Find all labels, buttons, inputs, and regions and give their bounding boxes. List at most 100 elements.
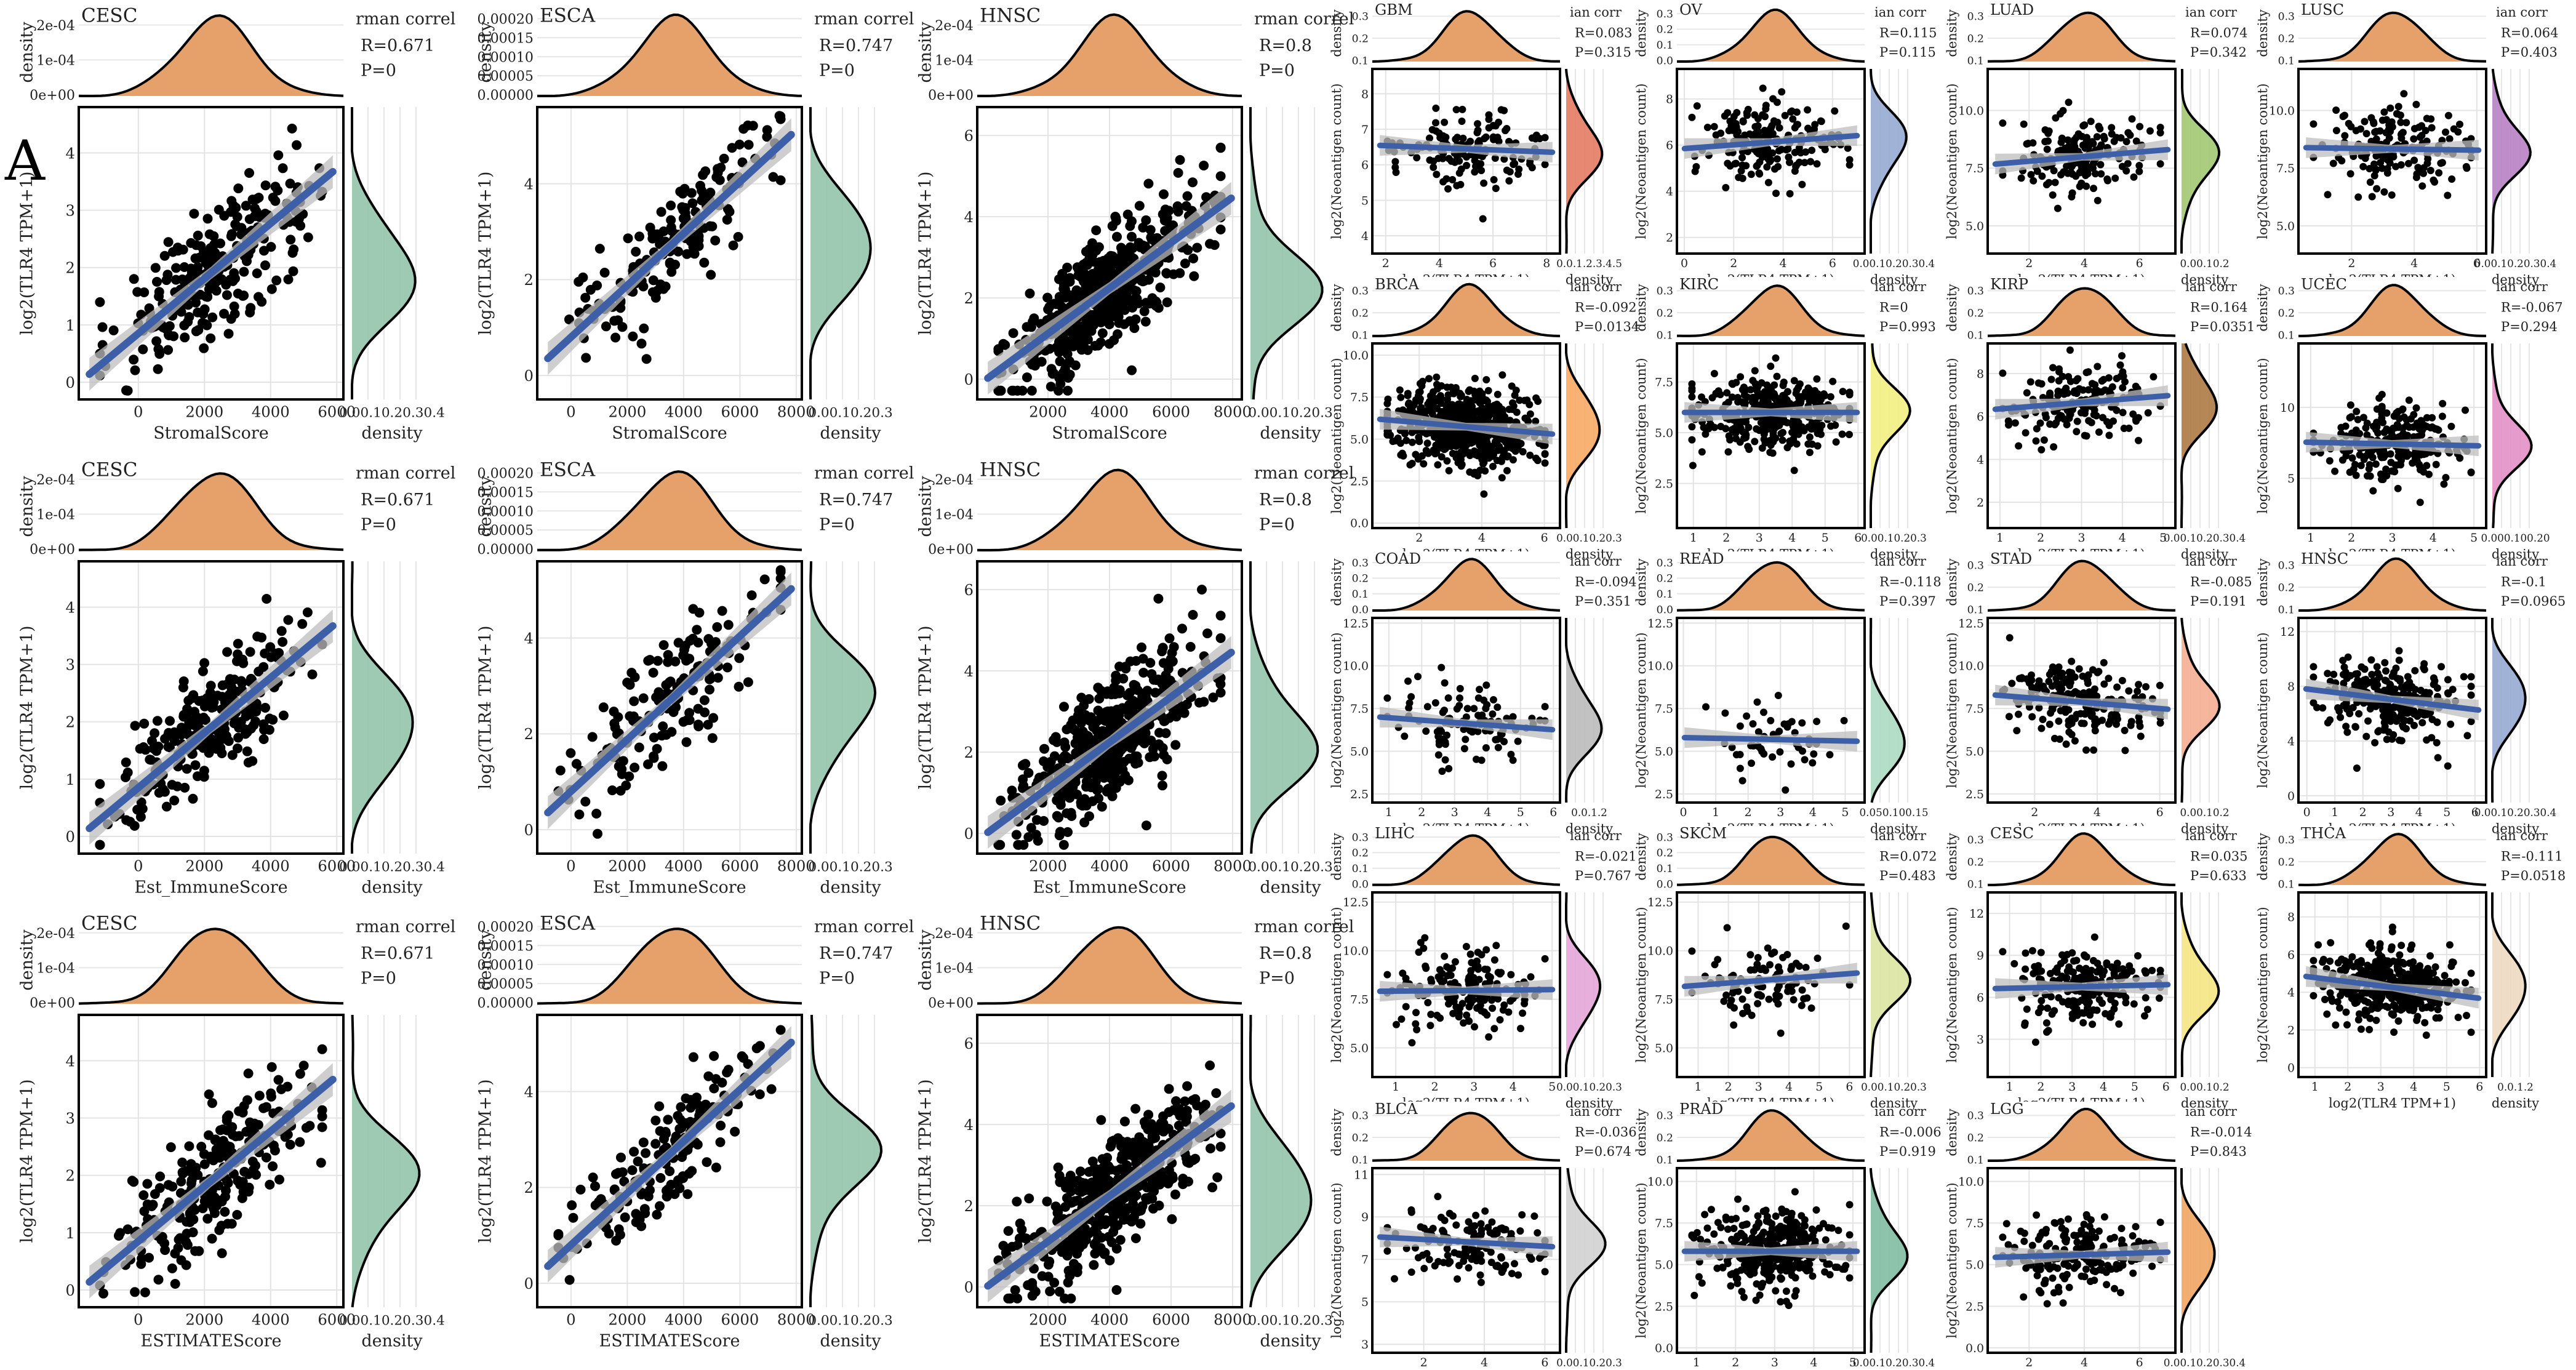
stat-title: ian corr <box>1874 279 1927 294</box>
scatter-point <box>307 669 318 679</box>
scatter-point <box>152 716 162 726</box>
scatter-point <box>258 734 269 744</box>
scatter-point <box>1137 642 1146 652</box>
scatter-point <box>2448 175 2456 183</box>
scatter-point <box>2341 132 2349 140</box>
y-tick-label: 6 <box>1666 139 1673 153</box>
scatter-point <box>1383 399 1391 407</box>
scatter-point <box>1710 122 1718 130</box>
x-tick-label: 2 <box>1415 531 1423 545</box>
scatter-point <box>1433 373 1441 381</box>
scatter-point <box>2082 140 2090 148</box>
scatter-point <box>2104 177 2111 185</box>
y-tick-label: 4 <box>66 144 75 162</box>
scatter-point <box>1471 374 1479 382</box>
y-tick-label: 0 <box>66 374 75 391</box>
x-tick-label: 6000 <box>318 403 356 420</box>
scatter-point <box>1161 670 1171 681</box>
scatter-point <box>678 213 689 223</box>
scatter-point <box>593 828 602 839</box>
scatter-point <box>1084 324 1094 334</box>
scatter-point <box>139 718 150 729</box>
x-tick-label: 6000 <box>721 857 759 875</box>
scatter-point <box>2078 180 2086 188</box>
scatter-point <box>1472 416 1480 424</box>
scatter-point <box>238 658 249 668</box>
scatter-point <box>227 750 238 760</box>
scatter-point <box>623 233 633 244</box>
scatter-point <box>581 353 591 363</box>
scatter-point <box>199 304 210 314</box>
scatter-point <box>661 730 671 740</box>
scatter-point <box>1126 1203 1137 1214</box>
scatter-point <box>689 249 700 259</box>
scatter-point <box>1143 1110 1154 1120</box>
scatter-point <box>1534 457 1542 465</box>
scatter-point <box>1081 1235 1091 1245</box>
scatter-point <box>1444 185 1452 193</box>
regression-line <box>984 194 1235 382</box>
x-axis-label: Est_ImmuneScore <box>1033 878 1186 897</box>
scatter-point <box>1107 221 1118 231</box>
x-tick-label: 8000 <box>1214 403 1252 420</box>
scatter-point <box>1042 1196 1052 1207</box>
scatter-point <box>153 364 163 374</box>
scatter-point <box>184 312 194 322</box>
y-tick-label: 2 <box>66 713 75 731</box>
scatter-point <box>1063 385 1073 396</box>
scatter-point <box>694 721 704 732</box>
scatter-point <box>652 286 663 296</box>
scatter-point <box>639 1204 650 1214</box>
scatter-point <box>1445 467 1453 475</box>
scatter-point <box>1084 733 1094 743</box>
scatter-point <box>615 785 626 796</box>
top-ytick-label: 0.3 <box>2278 11 2295 23</box>
scatter-point <box>1113 748 1124 759</box>
scatter-point <box>666 222 676 233</box>
top-density-ylabel: density <box>1634 9 1649 57</box>
top-ytick-label: 2e-04 <box>36 472 75 488</box>
scatter-point <box>2081 121 2089 129</box>
scatter-point <box>316 1158 326 1168</box>
scatter-point <box>1505 177 1513 185</box>
regression-line <box>86 622 337 833</box>
scatter-point <box>204 229 215 239</box>
scatter-point <box>628 331 638 342</box>
y-tick-label: 6 <box>964 1035 974 1052</box>
scatter-point <box>1526 451 1534 459</box>
scatter-point <box>1103 756 1114 767</box>
top-ytick-label: 0e+00 <box>928 542 974 558</box>
scatter-point <box>1449 176 1457 183</box>
scatter-point <box>693 703 703 714</box>
scatter-point <box>1182 191 1193 201</box>
scatter-point <box>1124 1191 1135 1201</box>
scatter-point <box>240 729 250 739</box>
top-density-curve <box>977 13 1242 97</box>
top-density-curve <box>537 13 802 97</box>
scatter-point <box>728 240 738 250</box>
scatter-point <box>2156 124 2164 131</box>
scatter-point <box>996 385 1006 396</box>
right-density-xlabel: density <box>1260 423 1321 443</box>
scatter-point <box>245 647 255 657</box>
scatter-point <box>1408 460 1416 467</box>
scatter-point <box>596 1194 606 1204</box>
stat-r-value: R=0.074 <box>2190 26 2248 41</box>
scatter-point <box>685 636 695 646</box>
stat-p-value: P=0 <box>819 515 855 534</box>
scatter-point <box>631 1209 641 1219</box>
x-tick-label: 1 <box>1690 531 1697 545</box>
scatter-point <box>1383 430 1391 438</box>
scatter-point <box>693 230 703 240</box>
scatter-point <box>142 1179 153 1189</box>
scatter-point <box>1023 767 1034 778</box>
scatter-point <box>1202 628 1212 639</box>
y-tick-label: 0 <box>524 821 534 839</box>
scatter-point <box>706 673 716 684</box>
scatter-point <box>164 330 174 340</box>
scatter-point <box>1072 789 1082 799</box>
scatter-point <box>723 620 734 630</box>
scatter-point <box>121 757 131 767</box>
scatter-point <box>1000 340 1010 350</box>
y-tick-label: 3 <box>66 656 75 674</box>
